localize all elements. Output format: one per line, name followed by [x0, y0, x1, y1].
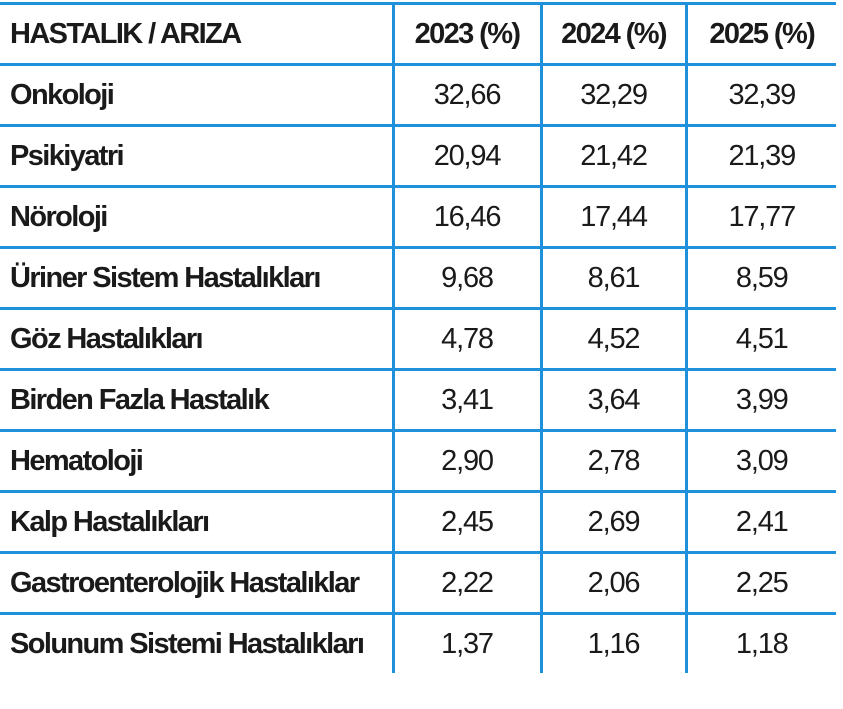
disease-name-cell: Onkoloji	[0, 63, 395, 127]
disease-name-cell: Gastroenterolojik Hastalıklar	[0, 551, 395, 615]
percentage-cell-2023: 9,68	[391, 246, 543, 310]
percentage-cell-2025: 2,41	[684, 490, 836, 554]
percentage-cell-2025: 3,09	[684, 429, 836, 493]
header-2023: 2023 (%)	[391, 2, 543, 66]
header-disease: HASTALIK / ARIZA	[0, 2, 395, 66]
percentage-cell-2023: 2,22	[391, 551, 543, 615]
percentage-cell-2025: 8,59	[684, 246, 836, 310]
percentage-cell-2023: 16,46	[391, 185, 543, 249]
disease-name-cell: Psikiyatri	[0, 124, 395, 188]
percentage-cell-2024: 21,42	[539, 124, 688, 188]
table-row: Hematoloji 2,90 2,78 3,09	[0, 429, 836, 493]
disease-name-cell: Nöroloji	[0, 185, 395, 249]
disease-name-cell: Hematoloji	[0, 429, 395, 493]
percentage-cell-2024: 3,64	[539, 368, 688, 432]
percentage-cell-2023: 2,90	[391, 429, 543, 493]
percentage-cell-2025: 2,25	[684, 551, 836, 615]
percentage-cell-2023: 1,37	[391, 612, 543, 673]
percentage-cell-2024: 2,69	[539, 490, 688, 554]
percentage-cell-2024: 8,61	[539, 246, 688, 310]
percentage-cell-2023: 32,66	[391, 63, 543, 127]
header-2024: 2024 (%)	[539, 2, 688, 66]
disease-name-cell: Kalp Hastalıkları	[0, 490, 395, 554]
percentage-cell-2023: 3,41	[391, 368, 543, 432]
percentage-cell-2025: 21,39	[684, 124, 836, 188]
percentage-cell-2023: 20,94	[391, 124, 543, 188]
percentage-cell-2025: 17,77	[684, 185, 836, 249]
disease-name-cell: Üriner Sistem Hastalıkları	[0, 246, 395, 310]
percentage-cell-2024: 2,78	[539, 429, 688, 493]
table-row: Üriner Sistem Hastalıkları 9,68 8,61 8,59	[0, 246, 836, 310]
percentage-cell-2025: 1,18	[684, 612, 836, 673]
percentage-cell-2024: 17,44	[539, 185, 688, 249]
disease-percentage-table: HASTALIK / ARIZA 2023 (%) 2024 (%) 2025 …	[0, 2, 836, 673]
disease-name-cell: Birden Fazla Hastalık	[0, 368, 395, 432]
percentage-cell-2025: 3,99	[684, 368, 836, 432]
table-row: Birden Fazla Hastalık 3,41 3,64 3,99	[0, 368, 836, 432]
table-row: Psikiyatri 20,94 21,42 21,39	[0, 124, 836, 188]
header-row: HASTALIK / ARIZA 2023 (%) 2024 (%) 2025 …	[0, 2, 836, 66]
percentage-cell-2024: 4,52	[539, 307, 688, 371]
percentage-cell-2025: 4,51	[684, 307, 836, 371]
table-row: Kalp Hastalıkları 2,45 2,69 2,41	[0, 490, 836, 554]
disease-name-cell: Göz Hastalıkları	[0, 307, 395, 371]
percentage-cell-2024: 1,16	[539, 612, 688, 673]
header-2025: 2025 (%)	[684, 2, 836, 66]
table-row: Solunum Sistemi Hastalıkları 1,37 1,16 1,18	[0, 612, 836, 673]
percentage-cell-2025: 32,39	[684, 63, 836, 127]
percentage-cell-2023: 2,45	[391, 490, 543, 554]
percentage-cell-2023: 4,78	[391, 307, 543, 371]
percentage-cell-2024: 32,29	[539, 63, 688, 127]
table-row: Onkoloji 32,66 32,29 32,39	[0, 63, 836, 127]
table-row: Nöroloji 16,46 17,44 17,77	[0, 185, 836, 249]
percentage-cell-2024: 2,06	[539, 551, 688, 615]
table-row: Göz Hastalıkları 4,78 4,52 4,51	[0, 307, 836, 371]
table-row: Gastroenterolojik Hastalıklar 2,22 2,06 2,2…	[0, 551, 836, 615]
disease-name-cell: Solunum Sistemi Hastalıkları	[0, 612, 395, 673]
